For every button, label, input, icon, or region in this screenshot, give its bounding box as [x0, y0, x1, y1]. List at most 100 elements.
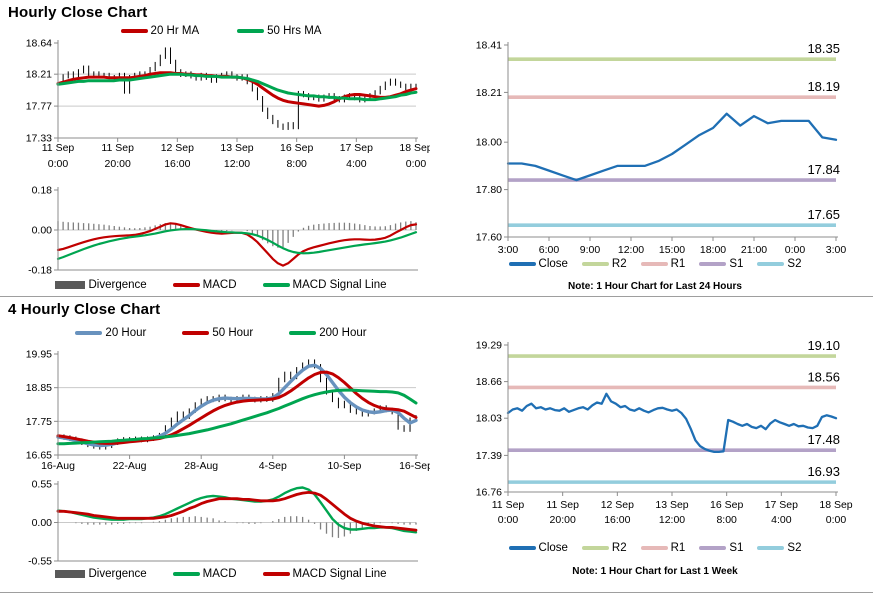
y-tick-label: 16.76 — [476, 487, 502, 499]
x-tick-label: 11 Sep — [42, 142, 75, 154]
y-tick-label: 0.55 — [32, 479, 53, 491]
x-tick-label: 20:00 — [550, 514, 576, 526]
legend-item-20-hr-ma: 20 Hr MA — [120, 25, 200, 37]
legend-label: 50 Hrs MA — [267, 25, 322, 37]
hourly-pivot-note: Note: 1 Hour Chart for Last 24 Hours — [568, 281, 742, 292]
x-tick-label: 6:00 — [539, 244, 560, 256]
x-tick-label: 15:00 — [659, 244, 685, 256]
x-tick-label: 3:00 — [498, 244, 519, 256]
x-tick-label: 16 Sep — [710, 499, 743, 511]
x-tick-label: 12:00 — [224, 158, 250, 170]
legend-item-s1: S1 — [699, 542, 743, 554]
x-tick-label: 13 Sep — [655, 499, 688, 511]
hourly-macd-chart: 0.18 0.00 -0.18 — [28, 185, 418, 277]
legend-label: Divergence — [88, 279, 147, 291]
legend-4hourly-close: 20 Hour 50 Hour 200 Hour — [12, 327, 430, 339]
level-value-label-s1: 17.48 — [807, 432, 840, 447]
x-tick-label: 18 Sep — [399, 142, 430, 154]
legend-label: Close — [538, 258, 568, 270]
x-tick-label: 0:00 — [785, 244, 806, 256]
x-tick-label: 18:00 — [700, 244, 726, 256]
bottom-divider — [0, 592, 873, 593]
legend-label: S1 — [729, 542, 744, 554]
legend-swatch — [262, 283, 290, 287]
y-tick-label: 16.65 — [26, 450, 52, 462]
legend-hourly-macd: Divergence MACD MACD Signal Line — [12, 279, 430, 291]
series-line-close — [506, 112, 838, 182]
x-tick-label: 12 Sep — [601, 499, 634, 511]
legend-swatch — [75, 331, 103, 335]
legend-label: S2 — [787, 258, 802, 270]
y-tick-label: 17.77 — [26, 101, 52, 113]
legend-item-50-hour: 50 Hour — [182, 327, 253, 339]
legend-item-r1: R1 — [640, 258, 685, 270]
x-tick-label: 3:00 — [826, 244, 847, 256]
legend-label: 20 Hr MA — [150, 25, 200, 37]
legend-label: R2 — [611, 258, 627, 270]
x-tick-label: 12:00 — [659, 514, 685, 526]
legend-item-r2: R2 — [581, 258, 627, 270]
y-tick-label: 18.21 — [476, 87, 502, 99]
y-tick-label: 0.00 — [32, 225, 53, 237]
weekly-pivot-chart: 19.10 18.56 17.48 16.93 19.29 18.66 18.03 17.39… — [476, 338, 853, 526]
y-tick-label: 18.00 — [476, 137, 502, 149]
y-tick-label: 17.60 — [476, 232, 502, 244]
legend-swatch — [55, 570, 86, 578]
legend-label: S2 — [787, 542, 802, 554]
x-tick-label: 0:00 — [406, 158, 427, 170]
x-tick-label: 8:00 — [286, 158, 307, 170]
legend-item-divergence: Divergence — [55, 568, 147, 580]
level-value-label-r2: 18.35 — [807, 41, 840, 56]
series-line-50-hrs-ma — [56, 72, 418, 102]
legend-label: R1 — [670, 542, 686, 554]
legend-swatch — [757, 262, 785, 266]
legend-item-s2: S2 — [757, 542, 801, 554]
legend-item-50-hrs-ma: 50 Hrs MA — [237, 25, 321, 37]
series-line-macd-signal-line — [56, 228, 418, 260]
legend-4hourly-macd: Divergence MACD MACD Signal Line — [12, 568, 430, 580]
legend-item-20-hour: 20 Hour — [75, 327, 146, 339]
x-tick-label: 11 Sep — [101, 142, 134, 154]
legend-item-r2: R2 — [581, 542, 627, 554]
legend-swatch — [699, 546, 727, 550]
legend-item-macd: MACD — [172, 279, 237, 291]
y-tick-label: 17.75 — [26, 416, 52, 428]
level-value-label-s1: 17.84 — [807, 162, 840, 177]
y-tick-label: -0.18 — [28, 265, 52, 277]
legend-item-r1: R1 — [640, 542, 686, 554]
legend-label: 200 Hour — [319, 327, 367, 339]
y-tick-label: 18.64 — [26, 38, 52, 50]
legend-label: Close — [538, 542, 568, 554]
section-title-hourly: Hourly Close Chart — [8, 4, 148, 21]
legend-swatch — [182, 331, 210, 335]
x-tick-label: 10-Sep — [327, 460, 361, 472]
4hourly-macd-chart: 0.55 0.00 -0.55 — [28, 479, 418, 568]
x-tick-label: 17 Sep — [340, 142, 373, 154]
weekly-pivot-note: Note: 1 Hour Chart for Last 1 Week — [572, 566, 738, 577]
y-tick-label: 18.41 — [476, 40, 502, 52]
x-tick-label: 12 Sep — [161, 142, 194, 154]
x-tick-label: 16:00 — [164, 158, 190, 170]
legend-item-divergence: Divergence — [55, 279, 147, 291]
legend-weekly-pivot: Close R2 R1 S1 S2 — [440, 542, 870, 554]
level-value-label-s2: 17.65 — [807, 207, 840, 222]
legend-swatch — [508, 546, 536, 550]
y-tick-label: 18.03 — [476, 413, 502, 425]
x-tick-label: 4-Sep — [259, 460, 287, 472]
legend-swatch — [508, 262, 536, 266]
x-tick-label: 0:00 — [498, 514, 519, 526]
legend-item-macd: MACD — [172, 568, 237, 580]
x-tick-label: 17 Sep — [765, 499, 798, 511]
x-tick-label: 4:00 — [771, 514, 792, 526]
x-tick-label: 0:00 — [826, 514, 847, 526]
legend-label: Divergence — [88, 568, 147, 580]
y-tick-label: 18.21 — [26, 69, 52, 81]
x-tick-label: 11 Sep — [546, 499, 579, 511]
legend-swatch — [237, 29, 265, 33]
level-value-label-r1: 18.19 — [807, 79, 840, 94]
x-tick-label: 12:00 — [618, 244, 644, 256]
section-divider — [0, 296, 873, 297]
